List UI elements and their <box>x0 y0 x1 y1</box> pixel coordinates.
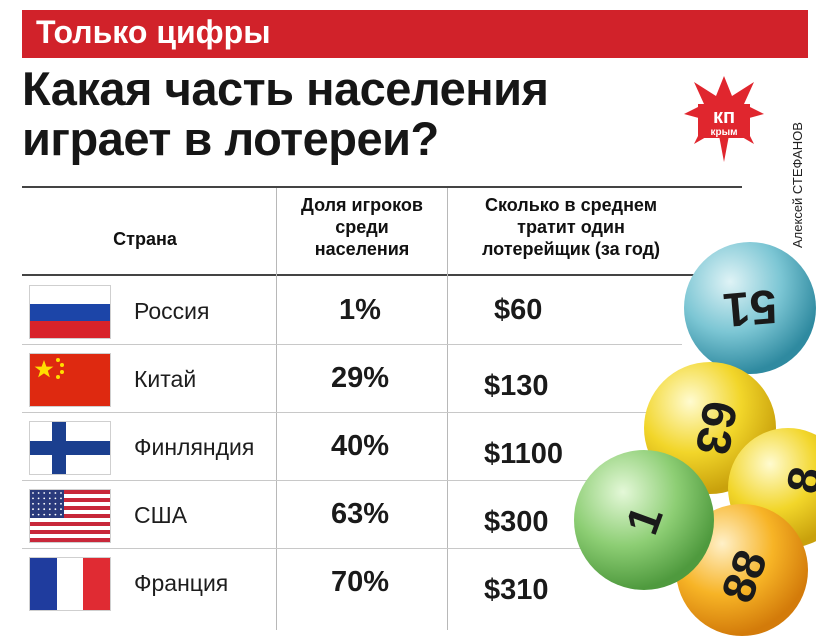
logo-subtext: крым <box>710 127 737 138</box>
share-header-line: Доля игроков <box>301 195 423 215</box>
logo-text: кп <box>713 106 735 128</box>
country-name: Россия <box>134 298 210 324</box>
share-value: 40% <box>330 430 390 462</box>
spend-header-line: тратит один <box>517 217 625 237</box>
spend-value: $60 <box>494 294 543 326</box>
row-divider <box>22 344 682 345</box>
ball-number: 63 <box>685 397 746 459</box>
table-top-rule <box>22 186 742 188</box>
finland-flag-icon <box>30 422 110 474</box>
column-divider <box>276 188 277 630</box>
spend-value: $300 <box>484 506 549 538</box>
page-title: Какая часть населения играет в лотереи? <box>22 64 712 164</box>
ball-number: 51 <box>721 279 779 336</box>
country-name: Франция <box>134 570 229 596</box>
spend-header-line: Сколько в среднем <box>484 195 658 215</box>
title-line-1: Какая часть населения <box>22 62 549 115</box>
spend-value: $310 <box>484 574 549 606</box>
spend-value: $1100 <box>484 438 564 470</box>
title-line-2: играет в лотереи? <box>22 112 439 165</box>
author-name: Алексей СТЕФАНОВ <box>790 122 805 248</box>
lottery-balls-illustration: 51 63 1 88 8 <box>574 242 816 636</box>
france-flag-icon <box>30 558 110 610</box>
blue-ball <box>684 242 816 374</box>
kp-logo: кп крым <box>684 76 764 162</box>
share-value: 63% <box>330 498 390 530</box>
author-credit: Алексей СТЕФАНОВ <box>790 88 806 248</box>
rubric-banner: Только цифры <box>22 10 808 58</box>
column-header-spend: Сколько в среднем тратит один лотерейщик… <box>456 194 686 260</box>
share-value: 70% <box>330 566 390 598</box>
usa-flag-icon <box>30 490 110 542</box>
share-value: 29% <box>330 362 390 394</box>
green-ball <box>574 450 714 590</box>
china-flag-icon <box>30 354 110 406</box>
share-header-line: среди <box>335 217 389 237</box>
column-header-country: Страна <box>113 229 177 249</box>
row-divider <box>22 480 682 481</box>
column-divider <box>447 188 448 630</box>
spend-header-line: лотерейщик (за год) <box>481 239 661 259</box>
russia-flag-icon <box>30 286 110 338</box>
country-name: Китай <box>134 366 197 392</box>
country-name: Финляндия <box>134 434 255 460</box>
share-value: 1% <box>339 294 381 326</box>
share-header-line: населения <box>314 239 410 259</box>
column-header-share: Доля игроков среди населения <box>282 194 442 260</box>
spend-value: $130 <box>484 370 549 402</box>
header-separator <box>22 274 708 276</box>
row-divider <box>22 548 682 549</box>
row-divider <box>22 412 682 413</box>
country-name: США <box>134 502 188 528</box>
rubric-label: Только цифры <box>36 14 271 50</box>
